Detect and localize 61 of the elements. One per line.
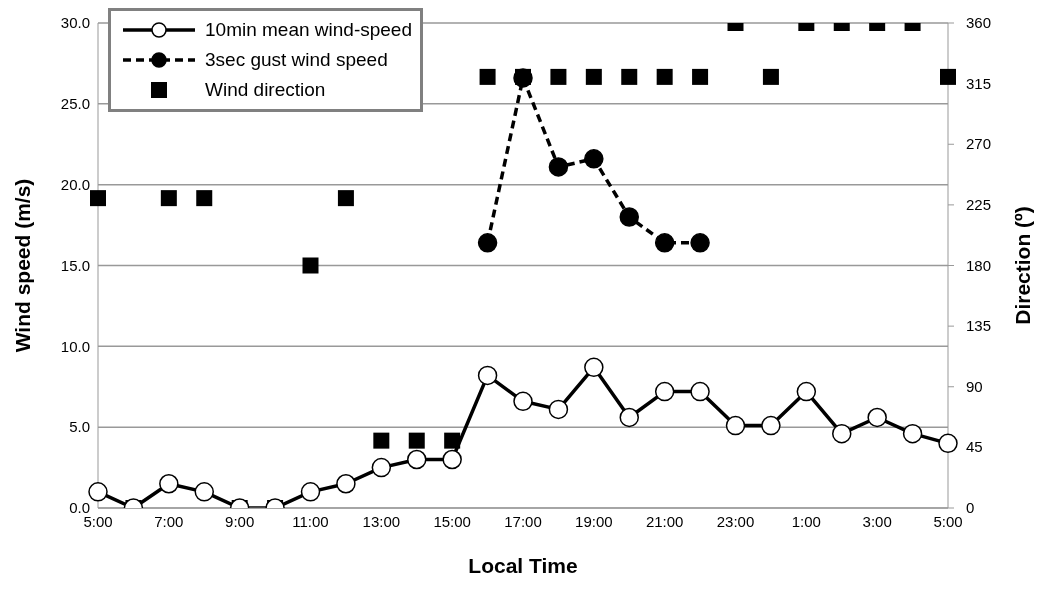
point xyxy=(832,423,852,444)
x-tick-label: 19:00 xyxy=(575,512,613,530)
point xyxy=(477,365,498,386)
x-tick-label: 5:00 xyxy=(933,512,963,530)
y2-tick-label: 180 xyxy=(966,256,992,274)
y2-tick-label: 45 xyxy=(966,438,983,456)
y2-tick-label: 0 xyxy=(966,499,975,516)
x-tick-label: 1:00 xyxy=(791,512,821,530)
point xyxy=(690,381,710,402)
point xyxy=(619,407,639,428)
y-axis-title: Wind speed (m/s) xyxy=(11,178,35,353)
x-tick-label: 9:00 xyxy=(225,512,255,530)
point xyxy=(654,381,675,402)
point xyxy=(548,157,569,177)
y2-tick-label: 315 xyxy=(966,74,992,92)
point xyxy=(300,482,321,502)
point xyxy=(902,423,923,444)
point xyxy=(761,415,781,436)
y-tick-label: 20.0 xyxy=(60,175,90,193)
y2-axis-title: Direction (º) xyxy=(1011,206,1035,325)
point xyxy=(619,207,639,227)
legend-label: Wind direction xyxy=(205,79,326,101)
point xyxy=(584,357,604,378)
x-axis-title: Local Time xyxy=(468,554,578,577)
x-tick-label: 21:00 xyxy=(645,512,684,530)
point xyxy=(407,449,427,470)
x-tick-label: 13:00 xyxy=(362,512,401,530)
y2-tick-label: 90 xyxy=(966,377,983,395)
y2-tick-label: 270 xyxy=(966,135,992,153)
point xyxy=(159,474,179,494)
y2-tick-label: 360 xyxy=(966,14,992,31)
x-tick-label: 7:00 xyxy=(154,512,184,530)
x-tick-label: 11:00 xyxy=(292,512,329,530)
legend-label: 3sec gust wind speed xyxy=(205,49,388,71)
y-tick-label: 5.0 xyxy=(69,418,90,436)
x-tick-label: 17:00 xyxy=(504,512,542,530)
point xyxy=(548,399,569,420)
y2-tick-label: 135 xyxy=(966,317,992,335)
y-tick-label: 30.0 xyxy=(60,14,90,32)
point xyxy=(690,233,710,253)
point xyxy=(336,474,356,494)
x-tick-label: 15:00 xyxy=(433,512,471,530)
point xyxy=(584,149,604,169)
point xyxy=(654,233,675,253)
point xyxy=(88,482,108,502)
y-tick-label: 25.0 xyxy=(60,95,90,113)
point xyxy=(477,233,498,253)
y-tick-label: 15.0 xyxy=(60,256,90,274)
point xyxy=(796,381,817,402)
x-tick-label: 23:00 xyxy=(716,512,755,530)
x-tick-label: 3:00 xyxy=(862,512,892,530)
point xyxy=(867,407,887,428)
y2-tick-label: 225 xyxy=(966,195,992,213)
point xyxy=(371,457,392,478)
point xyxy=(725,415,746,436)
point xyxy=(442,449,462,470)
point xyxy=(194,482,214,502)
point xyxy=(513,391,533,412)
point xyxy=(938,433,958,454)
y-tick-label: 10.0 xyxy=(60,337,90,355)
legend-label: 10min mean wind-speed xyxy=(205,19,413,41)
